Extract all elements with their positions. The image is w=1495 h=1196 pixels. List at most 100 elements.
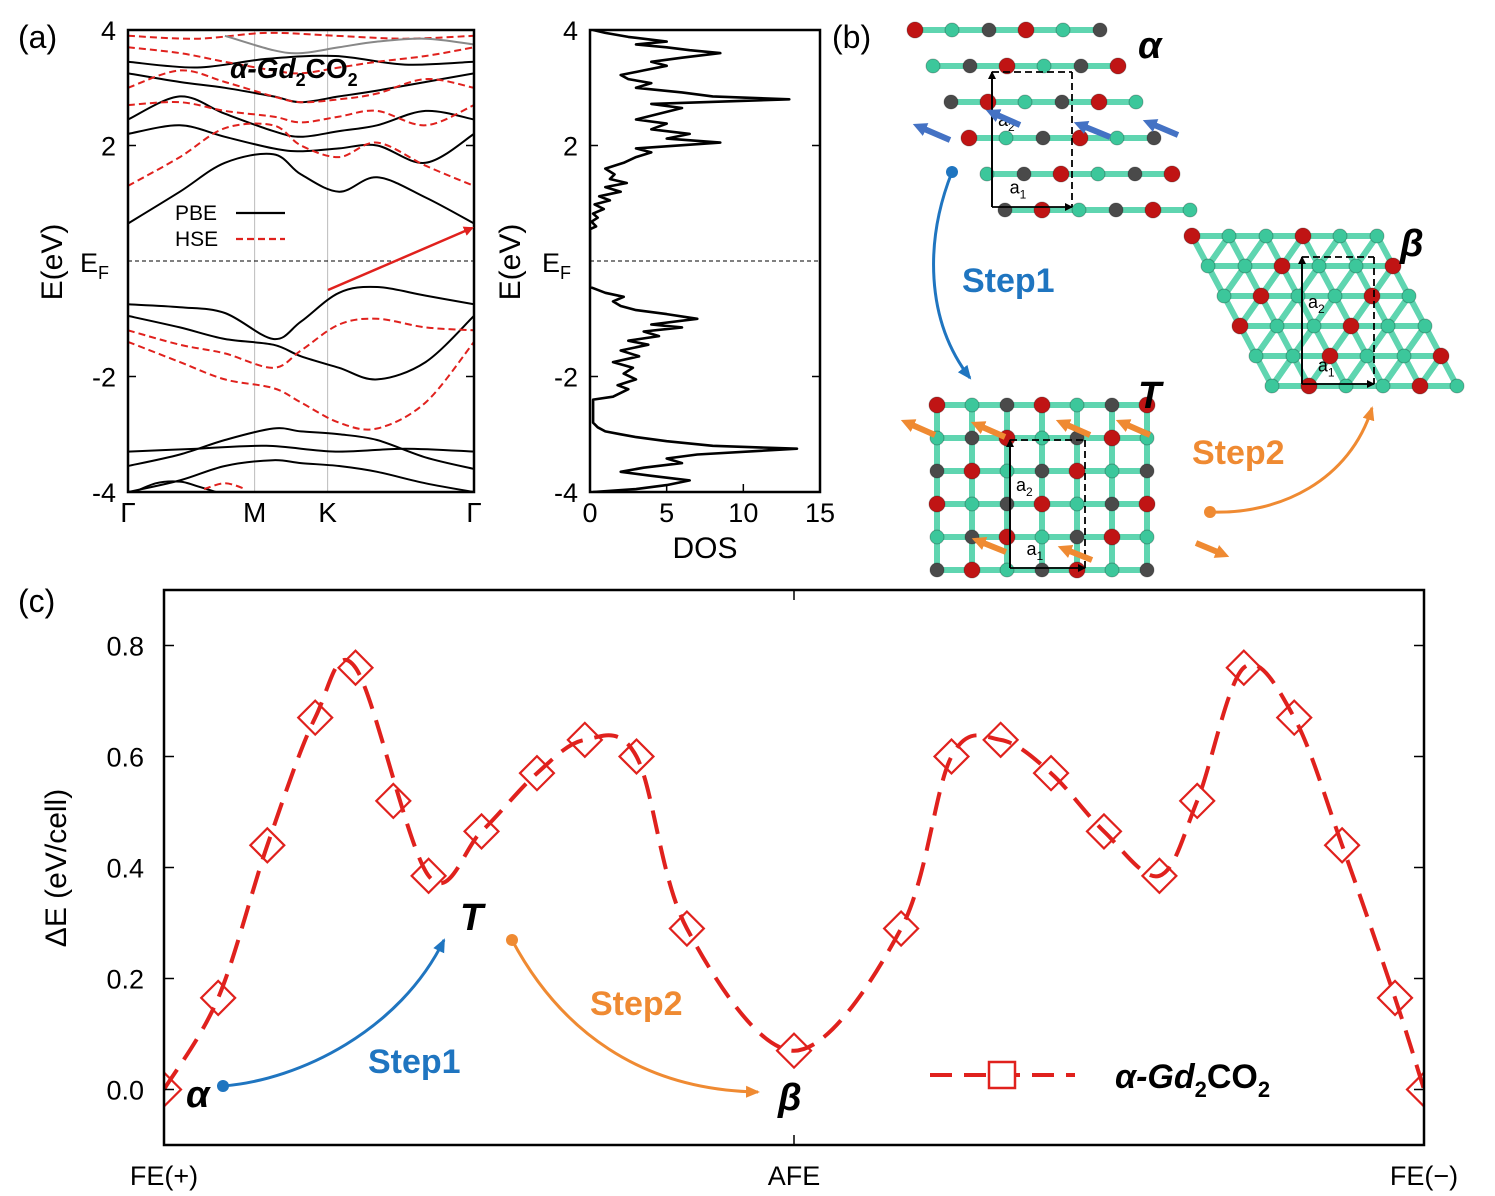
- band-ytick-label: -4: [92, 478, 116, 508]
- orange-displacement-arrow: [970, 421, 1007, 440]
- o-atom: [998, 130, 1014, 146]
- energy-ytick-label: 0.6: [106, 743, 144, 773]
- o-atom: [1237, 258, 1253, 274]
- struct-step2-arrow: [1209, 406, 1375, 514]
- c-atom: [997, 202, 1013, 218]
- band-ylabel: E(eV): [36, 224, 69, 301]
- o-atom: [1285, 348, 1301, 364]
- dos-line: [590, 30, 799, 492]
- gd-atom: [963, 462, 981, 480]
- gd-atom: [1163, 165, 1181, 183]
- band-legend: PBE HSE: [175, 202, 285, 251]
- energy-marker: [1225, 649, 1263, 687]
- gd-atom: [998, 57, 1016, 75]
- energy-marker: [1085, 812, 1123, 850]
- energy-marker: [1376, 979, 1414, 1017]
- band-title: α-Gd2CO2: [230, 53, 358, 90]
- cell-a2-sub: 2: [1318, 302, 1325, 316]
- energy-marker: [248, 826, 286, 864]
- energy-xtick-label: AFE: [768, 1161, 821, 1191]
- pbe-band-line: [128, 444, 474, 453]
- c-atom: [1108, 202, 1124, 218]
- gd-atom: [1103, 429, 1121, 447]
- o-atom: [1369, 228, 1385, 244]
- gd-atom: [1273, 257, 1291, 275]
- band-frame: [126, 28, 476, 494]
- dos-ylabel: E(eV): [494, 224, 527, 301]
- cell-a2-label: a2: [1016, 475, 1033, 499]
- cell-a1-sub: 1: [1328, 365, 1335, 379]
- blue-displacement-arrow: [1142, 119, 1180, 138]
- energy-curve: [164, 658, 1424, 1091]
- o-atom: [1248, 348, 1264, 364]
- gd-atom: [1321, 347, 1339, 365]
- c-atom: [929, 562, 945, 578]
- o-atom: [1375, 378, 1391, 394]
- dos-xtick-label: 0: [582, 498, 597, 528]
- o-atom: [1380, 318, 1396, 334]
- o-atom: [1359, 348, 1375, 364]
- pbe-band-line: [224, 34, 474, 55]
- pbe-band-line: [128, 427, 474, 470]
- energy-marker: [1032, 754, 1070, 792]
- gap-arrow: [327, 226, 474, 292]
- orange-displacement-arrow: [1057, 544, 1094, 563]
- gd-atom: [1138, 396, 1156, 414]
- o-atom: [1071, 202, 1087, 218]
- orange-displacement-arrow: [1115, 419, 1152, 438]
- gd-atom: [928, 396, 946, 414]
- c-atom: [1139, 562, 1155, 578]
- o-atom: [1269, 318, 1285, 334]
- energy-marker: [410, 857, 448, 895]
- dos-xtick-label: 10: [728, 498, 758, 528]
- gd-atom: [1183, 227, 1201, 245]
- c-atom: [962, 58, 978, 74]
- c-atom: [1127, 166, 1143, 182]
- gd-atom: [1033, 495, 1051, 513]
- o-atom: [1069, 397, 1085, 413]
- energy-step1-arrow: [222, 938, 446, 1088]
- gd-atom: [1432, 347, 1450, 365]
- c-atom: [1054, 94, 1070, 110]
- gd-atom: [1071, 129, 1089, 147]
- energy-label-t: T: [460, 897, 486, 939]
- o-atom: [1401, 288, 1417, 304]
- o-atom: [1221, 228, 1237, 244]
- panel-label-b: (b): [832, 19, 871, 55]
- energy-profile-chart: 0.0 0.2 0.4 0.6 0.8 FE(+) AFE FE(−) ΔE (eV/cell…: [40, 588, 1458, 1191]
- pbe-band-line: [128, 314, 474, 381]
- o-atom: [1104, 562, 1120, 578]
- gd-atom: [1090, 93, 1108, 111]
- struct-step2-dot: [1204, 506, 1216, 518]
- o-atom: [1104, 463, 1120, 479]
- energy-step2-arrow: [510, 939, 760, 1098]
- band-xtick-label: Γ: [120, 497, 135, 528]
- o-atom: [1348, 258, 1364, 274]
- energy-marker: [518, 754, 556, 792]
- o-atom: [1182, 202, 1198, 218]
- c-atom: [1092, 22, 1108, 38]
- energy-xtick-label: FE(−): [1390, 1161, 1458, 1191]
- hse-band-line: [128, 122, 474, 187]
- energy-marker: [1405, 1070, 1424, 1109]
- energy-marker: [164, 1070, 183, 1109]
- o-atom: [1017, 94, 1033, 110]
- gd-atom: [1017, 21, 1035, 39]
- gd-atom: [1363, 287, 1381, 305]
- gd-atom: [1138, 495, 1156, 513]
- gd-atom: [1033, 201, 1051, 219]
- o-atom: [979, 166, 995, 182]
- gd-atom: [998, 528, 1016, 546]
- energy-step1-label: Step1: [368, 1043, 461, 1081]
- gd-atom: [1052, 165, 1070, 183]
- gd-atom: [906, 21, 924, 39]
- blue-displacement-arrow: [912, 123, 952, 143]
- blue-displacement-arrow: [1073, 121, 1112, 140]
- gd-atom: [1068, 561, 1086, 579]
- gd-atom: [1033, 396, 1051, 414]
- band-xtick-label: K: [318, 497, 337, 528]
- o-atom: [1449, 378, 1465, 394]
- o-atom: [1055, 22, 1071, 38]
- gd-atom: [928, 495, 946, 513]
